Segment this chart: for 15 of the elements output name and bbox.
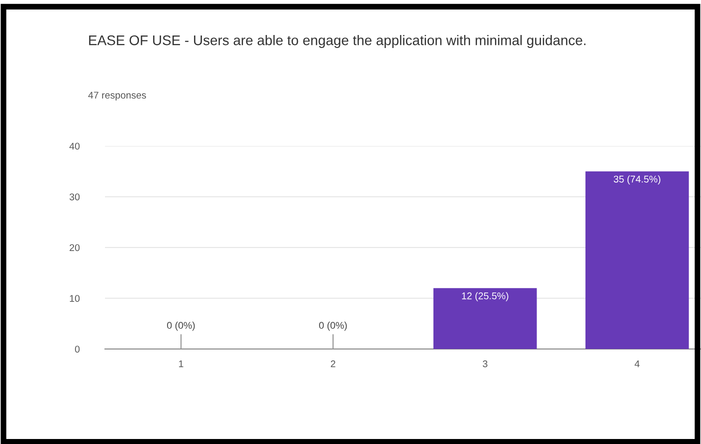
data-label: 35 (74.5%)	[614, 175, 660, 184]
x-tick-label: 1	[179, 360, 184, 368]
y-tick-label: 0	[74, 346, 80, 353]
data-label: 12 (25.5%)	[462, 292, 508, 302]
chart-subtitle: 47 responses	[88, 92, 146, 101]
x-tick-label: 4	[634, 360, 640, 368]
y-tick-label: 20	[70, 244, 80, 252]
y-tick-label: 30	[70, 193, 80, 200]
x-tick-label: 2	[330, 360, 336, 368]
data-label: 0 (0%)	[319, 322, 347, 331]
x-tick-label: 3	[482, 360, 488, 368]
y-tick-label: 10	[70, 294, 80, 302]
chart-title: EASE OF USE - Users are able to engage the application with minimal guidance.	[89, 35, 586, 48]
y-tick-label: 40	[69, 142, 80, 150]
data-label: 0 (0%)	[167, 322, 195, 331]
